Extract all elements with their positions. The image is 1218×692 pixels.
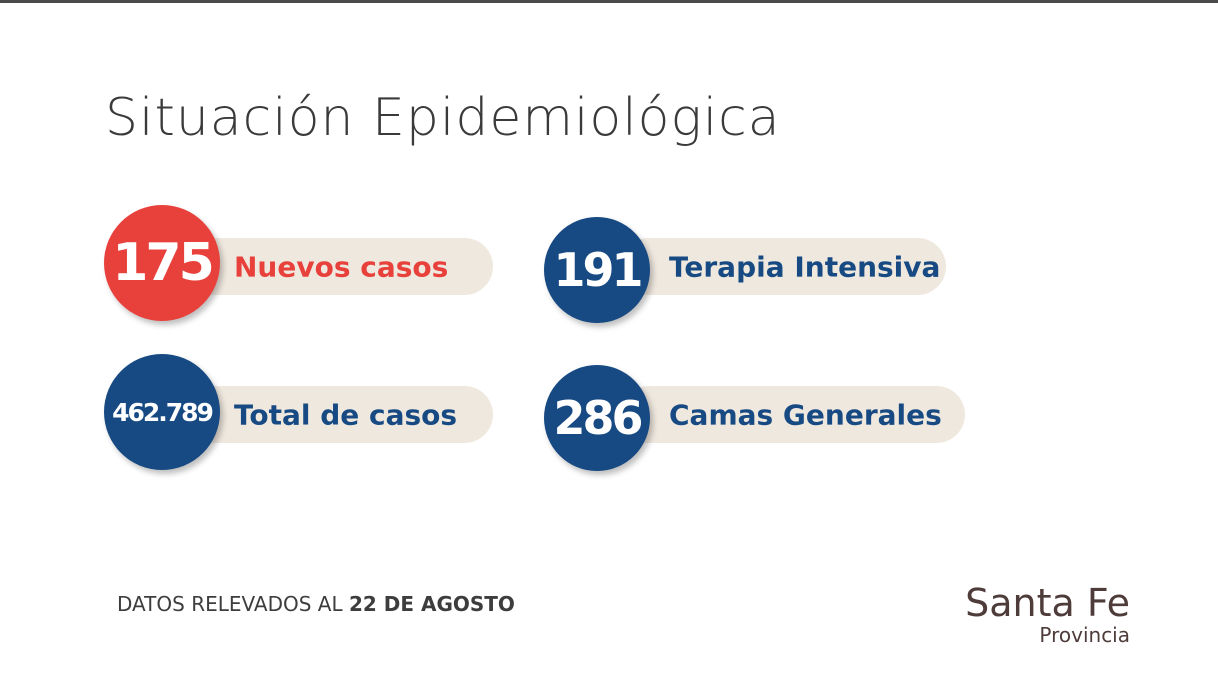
stat-label: Total de casos bbox=[234, 398, 458, 431]
santa-fe-logo: Santa Fe Provincia bbox=[965, 583, 1130, 647]
logo-line1: Santa Fe bbox=[965, 581, 1130, 625]
stat-value: 462.789 bbox=[104, 354, 220, 470]
stat-value: 175 bbox=[104, 205, 220, 321]
stat-value: 191 bbox=[544, 217, 650, 323]
stat-value: 286 bbox=[544, 365, 650, 471]
top-border bbox=[0, 0, 1218, 3]
logo-line2: Provincia bbox=[1039, 623, 1130, 647]
data-date-note: DATOS RELEVADOS AL 22 DE AGOSTO bbox=[117, 592, 515, 616]
stat-label: Terapia Intensiva bbox=[669, 250, 941, 283]
footer-prefix: DATOS RELEVADOS AL bbox=[117, 592, 349, 616]
stat-new-cases: Nuevos casos bbox=[180, 238, 493, 295]
stat-general-beds: Camas Generales bbox=[620, 386, 965, 443]
stat-icu: Terapia Intensiva bbox=[620, 238, 946, 295]
footer-date: 22 DE AGOSTO bbox=[348, 592, 515, 616]
stat-label: Camas Generales bbox=[669, 398, 942, 431]
stat-label: Nuevos casos bbox=[234, 250, 449, 283]
page-title: Situación Epidemiológica bbox=[105, 88, 781, 148]
stat-total-cases: Total de casos bbox=[180, 386, 493, 443]
